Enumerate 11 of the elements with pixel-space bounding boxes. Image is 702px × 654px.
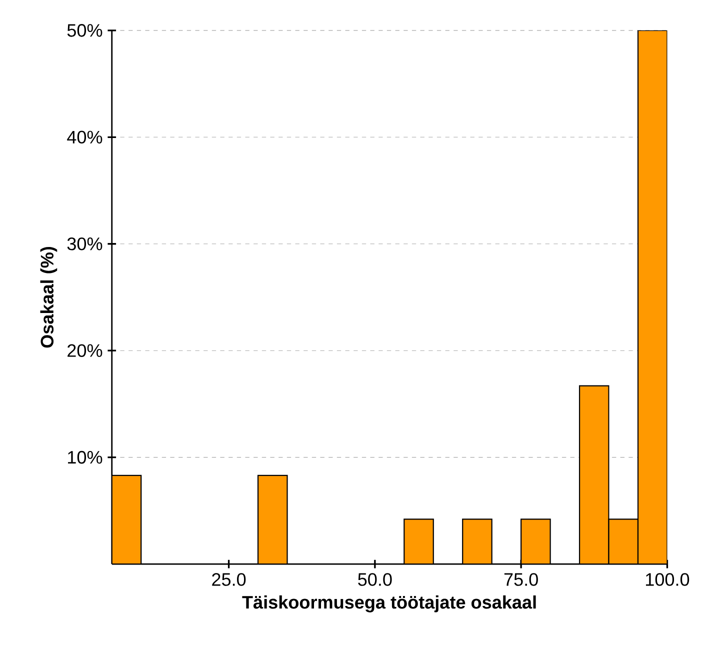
x-axis-title: Täiskoormusega töötajate osakaal	[242, 595, 536, 612]
y-tick-label: 10%	[68, 450, 102, 464]
y-tick-label: 20%	[68, 344, 102, 357]
x-tick-label: 50.0	[358, 573, 392, 586]
y-tick-label: 30%	[67, 237, 102, 250]
y-tick-label: 50%	[67, 24, 102, 37]
y-tick-label: 40%	[67, 130, 102, 144]
x-tick-label: 75.0	[504, 573, 538, 586]
x-tick-label: 25.0	[212, 573, 246, 586]
y-axis-title: Osakaal (%)	[40, 246, 58, 348]
x-tick-label: 100.0	[646, 573, 690, 586]
